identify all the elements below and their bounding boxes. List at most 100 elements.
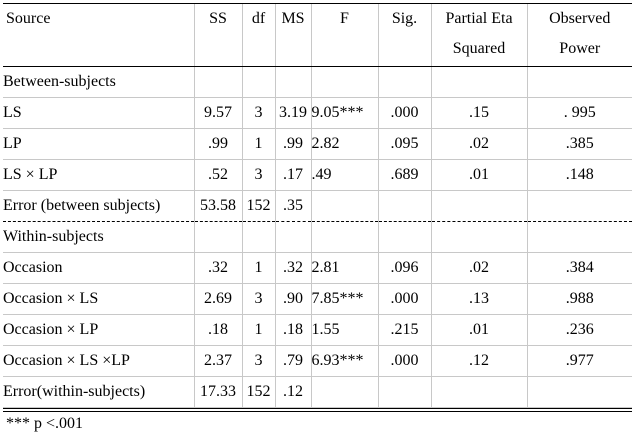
cell-df: 152 <box>242 190 276 222</box>
cell-source: Between-subjects <box>3 66 195 98</box>
header-partial-eta-squared: Partial Eta Squared <box>431 4 528 67</box>
cell-sig <box>378 221 432 253</box>
cell-partial-eta-squared: .15 <box>431 97 528 129</box>
cell-observed-power <box>527 221 632 253</box>
cell-partial-eta-squared: .02 <box>431 128 528 160</box>
cell-source: Occasion <box>3 252 195 284</box>
anova-table: Source SS df MS F Sig. Partial Eta Squar… <box>3 4 632 408</box>
cell-df <box>242 221 276 253</box>
header-observed-power: Observed Power <box>527 4 632 67</box>
cell-df: 1 <box>242 128 276 160</box>
cell-source: LS × LP <box>3 159 195 191</box>
cell-f <box>311 66 379 98</box>
cell-partial-eta-squared: .01 <box>431 314 528 346</box>
table-header-row: Source SS df MS F Sig. Partial Eta Squar… <box>3 4 632 67</box>
cell-partial-eta-squared: .13 <box>431 283 528 315</box>
cell-f: 1.55 <box>311 314 379 346</box>
header-observed-power-line1: Observed <box>549 10 611 27</box>
table-row: Occasion × LP .18 1.18 1.55.215.01.236 <box>3 314 632 346</box>
cell-f: 7.85*** <box>311 283 379 315</box>
cell-partial-eta-squared: .01 <box>431 159 528 191</box>
cell-partial-eta-squared: .12 <box>431 345 528 377</box>
table-row: LS × LP .52 3.17 .49.689.01.148 <box>3 159 632 191</box>
cell-observed-power: .977 <box>527 345 632 377</box>
cell-observed-power <box>527 190 632 222</box>
cell-ms: .17 <box>275 159 312 191</box>
cell-ss: 9.57 <box>194 97 243 129</box>
cell-f: 2.82 <box>311 128 379 160</box>
cell-df: 152 <box>242 376 276 408</box>
cell-f: 6.93*** <box>311 345 379 377</box>
cell-ss: .32 <box>194 252 243 284</box>
cell-sig: .000 <box>378 345 432 377</box>
cell-source: LP <box>3 128 195 160</box>
cell-observed-power: .385 <box>527 128 632 160</box>
header-source: Source <box>3 4 195 67</box>
cell-ms: .99 <box>275 128 312 160</box>
cell-source: Error (between subjects) <box>3 190 195 222</box>
header-partial-eta-line2: Squared <box>452 40 506 57</box>
table-top-rule <box>3 3 632 4</box>
table-row: Error(within-subjects) 17.33 152.12 <box>3 376 632 408</box>
cell-ms: .12 <box>275 376 312 408</box>
cell-sig: .095 <box>378 128 432 160</box>
cell-f <box>311 376 379 408</box>
cell-source: LS <box>3 97 195 129</box>
cell-df <box>242 66 276 98</box>
cell-ss: 2.37 <box>194 345 243 377</box>
cell-df: 3 <box>242 97 276 129</box>
cell-sig <box>378 376 432 408</box>
header-ss: SS <box>194 4 243 67</box>
table-bottom-rule <box>3 408 632 409</box>
cell-source: Error(within-subjects) <box>3 376 195 408</box>
cell-f <box>311 190 379 222</box>
cell-df: 3 <box>242 159 276 191</box>
cell-observed-power: .988 <box>527 283 632 315</box>
table-bottom-rule-double <box>3 411 632 412</box>
cell-sig: .215 <box>378 314 432 346</box>
cell-ms: .79 <box>275 345 312 377</box>
cell-ss: 2.69 <box>194 283 243 315</box>
cell-ms: .35 <box>275 190 312 222</box>
cell-partial-eta-squared: .02 <box>431 252 528 284</box>
cell-ms: 3.19 <box>275 97 312 129</box>
table-row: Between-subjects <box>3 66 632 98</box>
cell-sig: .000 <box>378 97 432 129</box>
cell-ss: 17.33 <box>194 376 243 408</box>
header-f: F <box>311 4 379 67</box>
cell-ms <box>275 66 312 98</box>
cell-observed-power: . 995 <box>527 97 632 129</box>
cell-ms: .90 <box>275 283 312 315</box>
cell-ss: .52 <box>194 159 243 191</box>
cell-df: 3 <box>242 345 276 377</box>
cell-ss <box>194 66 243 98</box>
table-row: LP .99 1.99 2.82.095.02.385 <box>3 128 632 160</box>
cell-partial-eta-squared <box>431 190 528 222</box>
cell-sig <box>378 190 432 222</box>
table-row: Within-subjects <box>3 221 632 253</box>
cell-sig: .689 <box>378 159 432 191</box>
header-ms: MS <box>275 4 312 67</box>
cell-source: Occasion × LP <box>3 314 195 346</box>
header-partial-eta-line1: Partial Eta <box>445 10 513 27</box>
header-observed-power-line2: Power <box>559 40 601 57</box>
table-row: Occasion × LS ×LP 2.37 3.79 6.93*** .000.12.… <box>3 345 632 377</box>
cell-sig: .000 <box>378 283 432 315</box>
cell-partial-eta-squared <box>431 66 528 98</box>
cell-sig <box>378 66 432 98</box>
header-sig: Sig. <box>378 4 432 67</box>
cell-sig: .096 <box>378 252 432 284</box>
cell-ss <box>194 221 243 253</box>
table-row: Occasion .32 1.32 2.81.096.02.384 <box>3 252 632 284</box>
cell-ms: .18 <box>275 314 312 346</box>
cell-observed-power <box>527 66 632 98</box>
cell-df: 1 <box>242 252 276 284</box>
cell-ss: .18 <box>194 314 243 346</box>
cell-f: 2.81 <box>311 252 379 284</box>
cell-ms <box>275 221 312 253</box>
header-df: df <box>242 4 276 67</box>
cell-source: Occasion × LS ×LP <box>3 345 195 377</box>
cell-observed-power <box>527 376 632 408</box>
cell-ss: .99 <box>194 128 243 160</box>
table-row: Error (between subjects) 53.58 152.35 <box>3 190 632 222</box>
